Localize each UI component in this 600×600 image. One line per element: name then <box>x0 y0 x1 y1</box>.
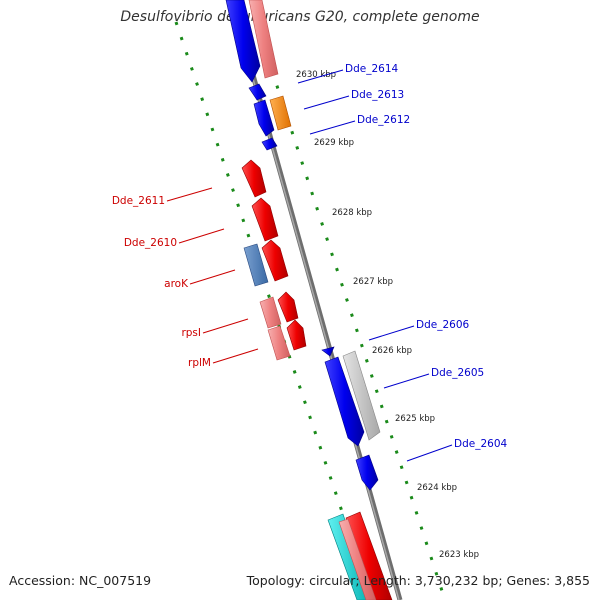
gene-label-dde-2613[interactable]: Dde_2613 <box>351 89 404 101</box>
gene-label-dde-2606[interactable]: Dde_2606 <box>416 319 470 331</box>
label-leader-line <box>406 444 453 462</box>
gene-label-rplm[interactable]: rplM <box>188 357 211 369</box>
gene-feature[interactable] <box>277 291 299 323</box>
left-gene-labels <box>166 187 259 364</box>
gene-label-dde-2614[interactable]: Dde_2614 <box>345 63 399 75</box>
gene-feature[interactable] <box>324 356 365 447</box>
backbone-highlight <box>230 0 400 600</box>
gene-label-dde-2604[interactable]: Dde_2604 <box>454 438 508 450</box>
scale-label: 2624 kbp <box>417 483 457 493</box>
map-title: Desulfovibrio desulfuricans G20, complet… <box>120 9 480 25</box>
right-gene-labels <box>297 69 453 462</box>
gene-feature[interactable] <box>248 0 279 79</box>
gene-feature[interactable] <box>243 243 269 287</box>
gene-label-arok[interactable]: aroK <box>164 278 189 290</box>
scale-label: 2629 kbp <box>314 138 354 148</box>
gene-feature[interactable] <box>241 159 267 198</box>
gene-feature[interactable] <box>248 83 267 101</box>
label-leader-line <box>303 95 350 110</box>
label-leader-line <box>202 318 249 334</box>
label-leader-line <box>383 373 430 389</box>
gene-feature[interactable] <box>253 99 275 137</box>
label-leader-line <box>166 187 213 202</box>
label-leader-line <box>309 120 356 135</box>
gene-feature[interactable] <box>286 319 307 351</box>
right-gene-label-texts: Dde_2614 Dde_2613 Dde_2612 Dde_2606 Dde_… <box>345 63 508 450</box>
genome-backbone <box>229 0 403 600</box>
scale-label: 2630 kbp <box>296 70 336 80</box>
gene-feature[interactable] <box>261 239 289 282</box>
genome-summary-text: Topology: circular; Length: 3,730,232 bp… <box>246 573 590 588</box>
scale-labels: 2630 kbp 2629 kbp 2628 kbp 2627 kbp 2626… <box>296 70 479 560</box>
label-leader-line <box>368 325 415 341</box>
left-gene-label-texts: Dde_2611 Dde_2610 aroK rpsI rplM <box>112 195 211 369</box>
gene-label-rpsi[interactable]: rpsI <box>181 327 201 339</box>
gene-label-dde-2611[interactable]: Dde_2611 <box>112 195 165 207</box>
label-leader-line <box>178 228 225 244</box>
scale-label: 2628 kbp <box>332 208 372 218</box>
gene-feature[interactable] <box>321 346 335 357</box>
gene-feature[interactable] <box>355 454 379 491</box>
gene-label-dde-2610[interactable]: Dde_2610 <box>124 237 177 249</box>
gene-label-dde-2612[interactable]: Dde_2612 <box>357 114 410 126</box>
gene-feature[interactable] <box>259 296 282 329</box>
scale-label: 2626 kbp <box>372 346 412 356</box>
gene-feature[interactable] <box>261 137 278 151</box>
accession-text: Accession: NC_007519 <box>9 573 152 588</box>
scale-label: 2627 kbp <box>353 277 393 287</box>
forward-strand-genes <box>225 0 393 600</box>
scale-label: 2623 kbp <box>439 550 479 560</box>
gene-feature[interactable] <box>225 0 261 83</box>
gene-feature[interactable] <box>251 197 279 242</box>
label-leader-line <box>297 69 344 84</box>
label-leader-line <box>189 269 236 285</box>
scale-label: 2625 kbp <box>395 414 435 424</box>
gene-feature[interactable] <box>267 325 291 361</box>
label-leader-line <box>212 348 259 364</box>
gene-label-dde-2605[interactable]: Dde_2605 <box>431 367 484 379</box>
gene-feature[interactable] <box>269 95 292 131</box>
gene-feature[interactable] <box>342 350 381 441</box>
gene-feature[interactable] <box>338 518 377 600</box>
gc-skew-track <box>260 39 447 600</box>
